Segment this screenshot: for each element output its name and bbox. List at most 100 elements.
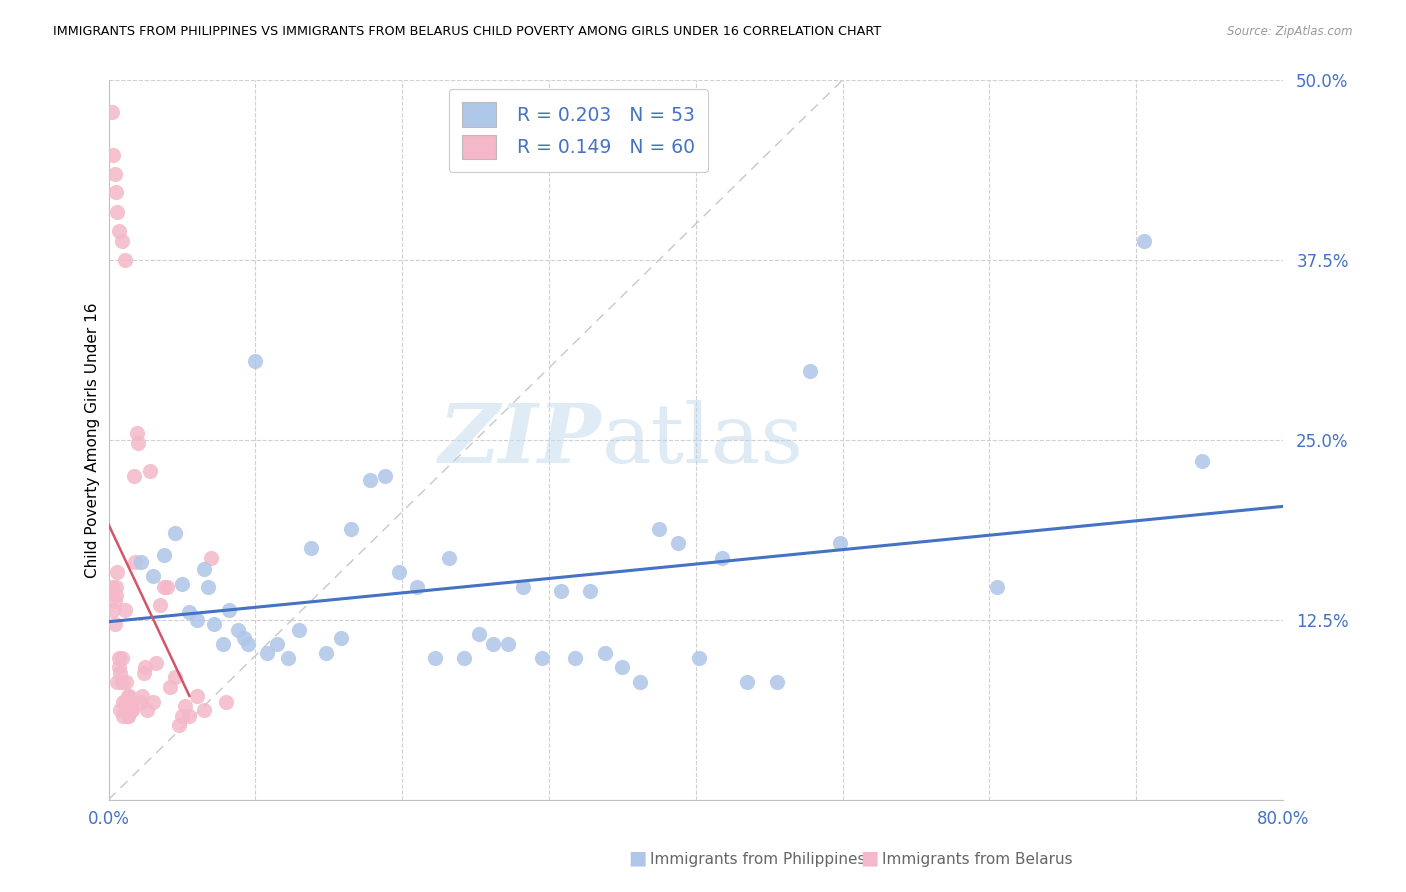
Point <box>142 569 165 583</box>
Point <box>111 651 134 665</box>
Point <box>120 703 142 717</box>
Point <box>153 548 176 562</box>
Text: IMMIGRANTS FROM PHILIPPINES VS IMMIGRANTS FROM BELARUS CHILD POVERTY AMONG GIRLS: IMMIGRANTS FROM PHILIPPINES VS IMMIGRANT… <box>53 25 882 38</box>
Point <box>135 703 157 717</box>
Point <box>112 709 135 723</box>
Point <box>100 104 122 119</box>
Point <box>170 576 193 591</box>
Point <box>115 695 138 709</box>
Point <box>101 148 124 162</box>
Point <box>628 674 651 689</box>
Point <box>212 637 235 651</box>
Point <box>202 617 225 632</box>
Point <box>530 651 553 665</box>
Point <box>329 632 352 646</box>
Point <box>111 674 134 689</box>
Point <box>496 637 519 651</box>
Point <box>110 665 132 680</box>
Point <box>104 588 127 602</box>
Point <box>828 536 851 550</box>
Point <box>163 526 186 541</box>
Point <box>153 580 176 594</box>
Point <box>142 695 165 709</box>
Point <box>256 646 278 660</box>
Point <box>423 651 446 665</box>
Point <box>986 580 1008 594</box>
Point <box>1191 454 1213 468</box>
Point <box>179 709 201 723</box>
Point <box>104 580 127 594</box>
Text: Immigrants from Belarus: Immigrants from Belarus <box>882 852 1073 867</box>
Point <box>299 541 322 555</box>
Point <box>110 703 132 717</box>
Point <box>117 689 139 703</box>
Point <box>406 580 429 594</box>
Point <box>129 695 152 709</box>
Point <box>159 680 181 694</box>
Point <box>467 627 489 641</box>
Point <box>108 660 131 674</box>
Point <box>120 698 142 713</box>
Point <box>104 186 127 200</box>
Point <box>453 651 475 665</box>
Point <box>564 651 586 665</box>
Point <box>107 205 129 219</box>
Point <box>170 709 193 723</box>
Point <box>193 703 215 717</box>
Point <box>277 651 299 665</box>
Point <box>288 623 311 637</box>
Point <box>149 599 172 613</box>
Point <box>215 695 238 709</box>
Point <box>117 709 139 723</box>
Point <box>101 602 124 616</box>
Point <box>266 637 288 651</box>
Point <box>108 224 131 238</box>
Point <box>120 695 142 709</box>
Point <box>111 234 134 248</box>
Point <box>103 594 125 608</box>
Point <box>131 689 153 703</box>
Point <box>156 580 179 594</box>
Point <box>121 703 143 717</box>
Point <box>218 602 240 616</box>
Point <box>114 602 136 616</box>
Point <box>112 695 135 709</box>
Point <box>236 637 259 651</box>
Text: atlas: atlas <box>602 400 804 480</box>
Point <box>108 651 131 665</box>
Point <box>579 583 602 598</box>
Point <box>134 660 156 674</box>
Point <box>107 565 129 579</box>
Text: Source: ZipAtlas.com: Source: ZipAtlas.com <box>1227 25 1353 38</box>
Text: Immigrants from Philippines: Immigrants from Philippines <box>650 852 865 867</box>
Point <box>114 252 136 267</box>
Point <box>122 468 145 483</box>
Text: ■: ■ <box>628 848 647 867</box>
Point <box>437 550 460 565</box>
Point <box>125 425 148 440</box>
Point <box>1132 234 1154 248</box>
Point <box>799 364 821 378</box>
Point <box>232 632 254 646</box>
Point <box>200 550 222 565</box>
Text: ■: ■ <box>860 848 879 867</box>
Point <box>340 522 363 536</box>
Point <box>103 617 125 632</box>
Point <box>179 606 201 620</box>
Point <box>100 580 122 594</box>
Point <box>648 522 671 536</box>
Point <box>735 674 758 689</box>
Point <box>115 674 138 689</box>
Point <box>550 583 572 598</box>
Point <box>388 565 411 579</box>
Point <box>245 353 267 368</box>
Point <box>174 698 197 713</box>
Point <box>512 580 534 594</box>
Point <box>107 674 129 689</box>
Point <box>374 468 396 483</box>
Point <box>226 623 249 637</box>
Point <box>118 689 141 703</box>
Point <box>132 665 155 680</box>
Point <box>163 670 186 684</box>
Point <box>711 550 734 565</box>
